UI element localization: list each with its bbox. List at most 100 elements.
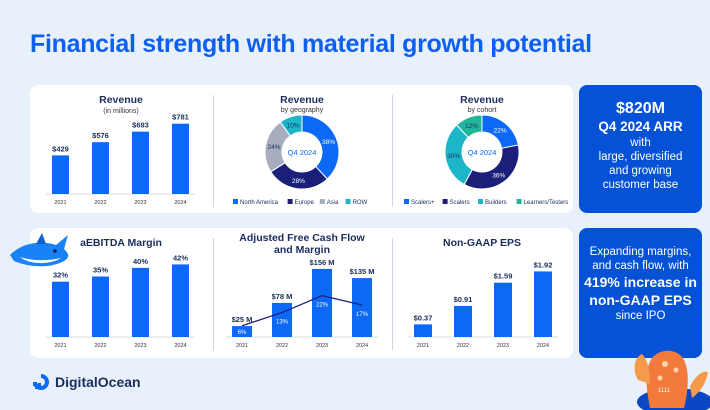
bar	[92, 142, 109, 194]
slice-label: 38%	[322, 139, 335, 146]
data-label: $1.59	[494, 272, 513, 281]
eps-bars: $0.37 2021 $0.91 2022 $1.59 2023 $1.92 2024	[408, 260, 558, 349]
chart-title: Non-GAAP EPS	[443, 237, 521, 249]
divider	[392, 95, 393, 207]
slice-label: 22%	[494, 128, 507, 135]
x-tick-label: 2021	[417, 343, 429, 349]
geography-chart: Revenue by geography 38% 28% 24% 10% North A…	[233, 94, 368, 206]
divider	[213, 95, 214, 207]
legend-swatch	[404, 199, 409, 204]
legend-swatch	[287, 199, 293, 204]
x-tick-label: 2024	[537, 343, 549, 349]
margin-line	[241, 294, 363, 327]
x-tick-label: 2021	[54, 200, 66, 206]
bar	[352, 278, 372, 337]
shark-mascot-icon	[10, 233, 69, 267]
x-tick-label: 2022	[276, 343, 288, 349]
data-label: $429	[52, 144, 69, 153]
top-card	[30, 85, 573, 213]
legend-label: Builders	[485, 200, 507, 206]
data-label: $0.37	[414, 313, 433, 322]
bar	[172, 264, 189, 337]
bar	[92, 276, 109, 337]
data-label: 32%	[53, 271, 68, 280]
revenue-bars: $429 2021 $576 2022 $693 2023 $781 2024	[46, 113, 195, 206]
arr-text: large, diversified	[598, 151, 683, 163]
legend-swatch	[233, 199, 238, 204]
legend-label: ROW	[353, 200, 368, 206]
chart-title: Revenue	[460, 94, 504, 106]
eps-panel: Expanding margins, and cash flow, with 4…	[579, 228, 702, 358]
bar	[272, 302, 292, 337]
legend-swatch	[516, 199, 522, 204]
x-tick-label: 2024	[356, 343, 368, 349]
chart-title-line2: and Margin	[274, 244, 330, 256]
revenue-chart: Revenue (in millions) $429 2021 $576 2022 $6…	[46, 94, 195, 206]
chart-title: aEBITDA Margin	[80, 237, 162, 249]
legend-label: Europe	[295, 200, 315, 206]
legend-swatch	[478, 199, 483, 204]
x-tick-label: 2022	[94, 200, 106, 206]
arr-panel: $820M Q4 2024 ARR with large, diversifie…	[579, 85, 702, 213]
legend-swatch	[319, 199, 325, 204]
bar	[52, 155, 69, 194]
arr-text: with	[630, 137, 651, 149]
x-tick-label: 2023	[134, 200, 146, 206]
data-label: $1.92	[534, 260, 553, 269]
margin-label: 13%	[276, 320, 289, 326]
slice-label: 12%	[465, 123, 478, 130]
divider	[213, 238, 214, 350]
slice-label: 36%	[492, 173, 505, 180]
x-tick-label: 2024	[174, 200, 186, 206]
data-label: $693	[132, 121, 149, 130]
legend-label: Learners/Testers	[524, 200, 569, 206]
legend-label: North America	[240, 200, 279, 206]
legend-swatch	[345, 199, 351, 204]
data-label: 42%	[173, 253, 188, 262]
chart-title: Revenue	[99, 94, 143, 106]
bar	[52, 281, 69, 337]
data-label: $78 M	[272, 292, 293, 301]
donut-center-label: Q4 2024	[468, 148, 497, 157]
data-label: $781	[172, 113, 189, 122]
bar	[312, 268, 332, 337]
x-tick-label: 2022	[457, 343, 469, 349]
brand-name: DigitalOcean	[55, 374, 141, 390]
bar	[494, 282, 512, 337]
eps-highlight: 419% increase in	[584, 274, 697, 290]
data-label: $576	[92, 131, 109, 140]
brand-logo: DigitalOcean	[32, 373, 141, 391]
bar	[172, 123, 189, 194]
x-tick-label: 2023	[134, 343, 146, 349]
bar	[232, 326, 252, 337]
chart-subtitle: by cohort	[468, 107, 497, 114]
bar	[414, 324, 432, 337]
slice-label: 24%	[267, 144, 280, 151]
margin-label: 17%	[356, 312, 369, 318]
geography-donut: 38% 28% 24% 10% North America Europe Asia ROW	[233, 114, 368, 206]
eps-text: and cash flow, with	[592, 260, 689, 272]
coral-mascot-icon: 1111	[634, 350, 710, 410]
x-tick-label: 2021	[54, 343, 66, 349]
fcf-bars: $25 M 2021 $78 M 2022 $156 M 2023 $135 M 2024 6%…	[226, 258, 378, 349]
slice-label: 30%	[447, 153, 460, 160]
arr-label: Q4 2024 ARR	[598, 119, 683, 134]
bar	[534, 271, 552, 337]
mascot-badge: 1111	[658, 388, 671, 394]
eps-text: since IPO	[615, 310, 666, 322]
arr-text: customer base	[602, 179, 679, 191]
data-label: $156 M	[309, 258, 334, 267]
slice-label: 10%	[287, 122, 300, 129]
donut-center-label: Q4 2024	[288, 148, 317, 157]
chart-subtitle: (in millions)	[103, 108, 138, 115]
legend-swatch	[442, 199, 448, 204]
bar	[132, 267, 149, 337]
divider	[392, 238, 393, 350]
bar	[454, 305, 472, 337]
eps-text: Expanding margins,	[589, 246, 692, 258]
donut-slice	[279, 114, 303, 137]
legend-label: Scalers	[450, 200, 470, 206]
x-tick-label: 2023	[497, 343, 509, 349]
eps-highlight: non-GAAP EPS	[589, 292, 692, 308]
